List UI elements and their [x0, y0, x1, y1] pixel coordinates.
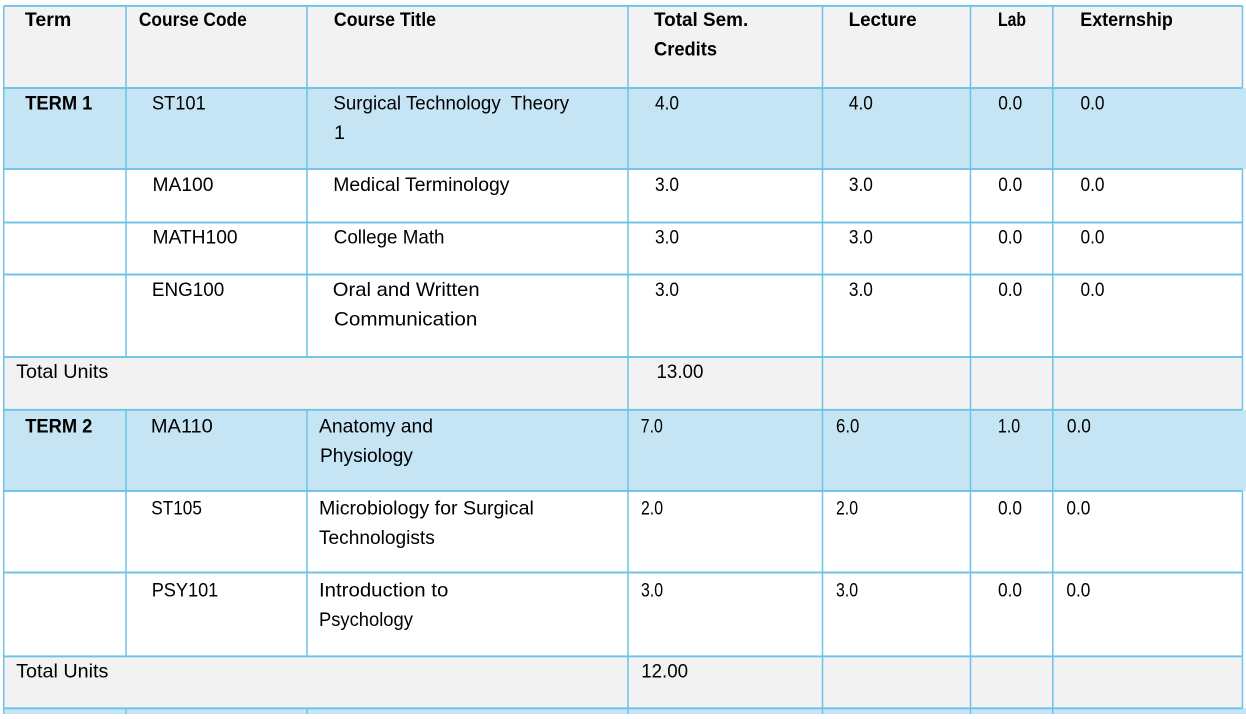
svg-text:13.00: 13.00 [657, 361, 704, 383]
svg-text:Course Title: Course Title [334, 10, 436, 31]
svg-text:ST105: ST105 [151, 498, 202, 520]
svg-text:Total Units: Total Units [16, 661, 108, 683]
svg-text:Microbiology for Surgical: Microbiology for Surgical [319, 498, 534, 520]
svg-text:7.0: 7.0 [641, 415, 663, 437]
svg-text:College Math: College Math [334, 226, 445, 248]
svg-text:Introduction to: Introduction to [319, 580, 448, 602]
svg-text:ENG100: ENG100 [152, 279, 225, 301]
svg-text:2.0: 2.0 [641, 498, 663, 520]
svg-text:Communication: Communication [334, 308, 477, 330]
svg-text:TERM 1: TERM 1 [25, 94, 93, 115]
svg-text:Technologists: Technologists [319, 527, 435, 549]
svg-text:MA100: MA100 [153, 174, 214, 196]
svg-text:TERM 2: TERM 2 [25, 416, 92, 437]
svg-text:0.0: 0.0 [998, 580, 1022, 602]
svg-text:Psychology: Psychology [319, 609, 413, 631]
svg-text:Total Sem.: Total Sem. [654, 10, 748, 31]
svg-text:Surgical Technology Theory: Surgical Technology Theory [333, 93, 569, 115]
svg-text:1.0: 1.0 [998, 415, 1020, 437]
svg-text:0.0: 0.0 [1067, 415, 1091, 437]
svg-text:MATH100: MATH100 [153, 226, 238, 248]
svg-text:Lab: Lab [998, 10, 1026, 31]
svg-text:3.0: 3.0 [836, 580, 858, 602]
svg-text:Total Units: Total Units [16, 361, 108, 383]
svg-text:Credits: Credits [654, 39, 717, 60]
svg-text:0.0: 0.0 [1081, 174, 1105, 196]
svg-text:Externship: Externship [1080, 10, 1173, 31]
svg-text:0.0: 0.0 [1066, 580, 1090, 602]
svg-text:Lecture: Lecture [849, 10, 917, 31]
svg-text:4.0: 4.0 [849, 93, 873, 115]
svg-text:PSY101: PSY101 [152, 580, 219, 602]
svg-text:ST101: ST101 [152, 93, 206, 115]
svg-text:0.0: 0.0 [998, 226, 1022, 248]
svg-text:Physiology: Physiology [320, 445, 413, 467]
svg-text:12.00: 12.00 [641, 661, 688, 683]
svg-text:Oral and Written: Oral and Written [333, 279, 480, 301]
svg-text:3.0: 3.0 [641, 580, 663, 602]
svg-text:Course Code: Course Code [139, 10, 247, 31]
svg-text:0.0: 0.0 [1066, 498, 1090, 520]
svg-text:3.0: 3.0 [655, 279, 679, 301]
svg-text:1: 1 [334, 122, 345, 144]
svg-text:3.0: 3.0 [849, 279, 873, 301]
svg-text:3.0: 3.0 [849, 226, 873, 248]
svg-text:3.0: 3.0 [655, 174, 679, 196]
svg-text:0.0: 0.0 [1081, 93, 1105, 115]
svg-text:4.0: 4.0 [655, 93, 679, 115]
svg-text:MA110: MA110 [151, 415, 213, 437]
svg-text:3.0: 3.0 [849, 174, 873, 196]
svg-text:2.0: 2.0 [836, 498, 858, 520]
svg-text:0.0: 0.0 [998, 93, 1022, 115]
svg-text:Term: Term [25, 10, 71, 31]
svg-text:Anatomy and: Anatomy and [319, 415, 433, 437]
svg-text:6.0: 6.0 [836, 415, 859, 437]
svg-text:0.0: 0.0 [998, 279, 1022, 301]
svg-text:0.0: 0.0 [998, 174, 1022, 196]
svg-text:0.0: 0.0 [1081, 226, 1105, 248]
svg-text:0.0: 0.0 [998, 498, 1022, 520]
svg-text:Medical Terminology: Medical Terminology [333, 174, 510, 196]
svg-text:3.0: 3.0 [655, 226, 679, 248]
svg-text:0.0: 0.0 [1081, 279, 1105, 301]
